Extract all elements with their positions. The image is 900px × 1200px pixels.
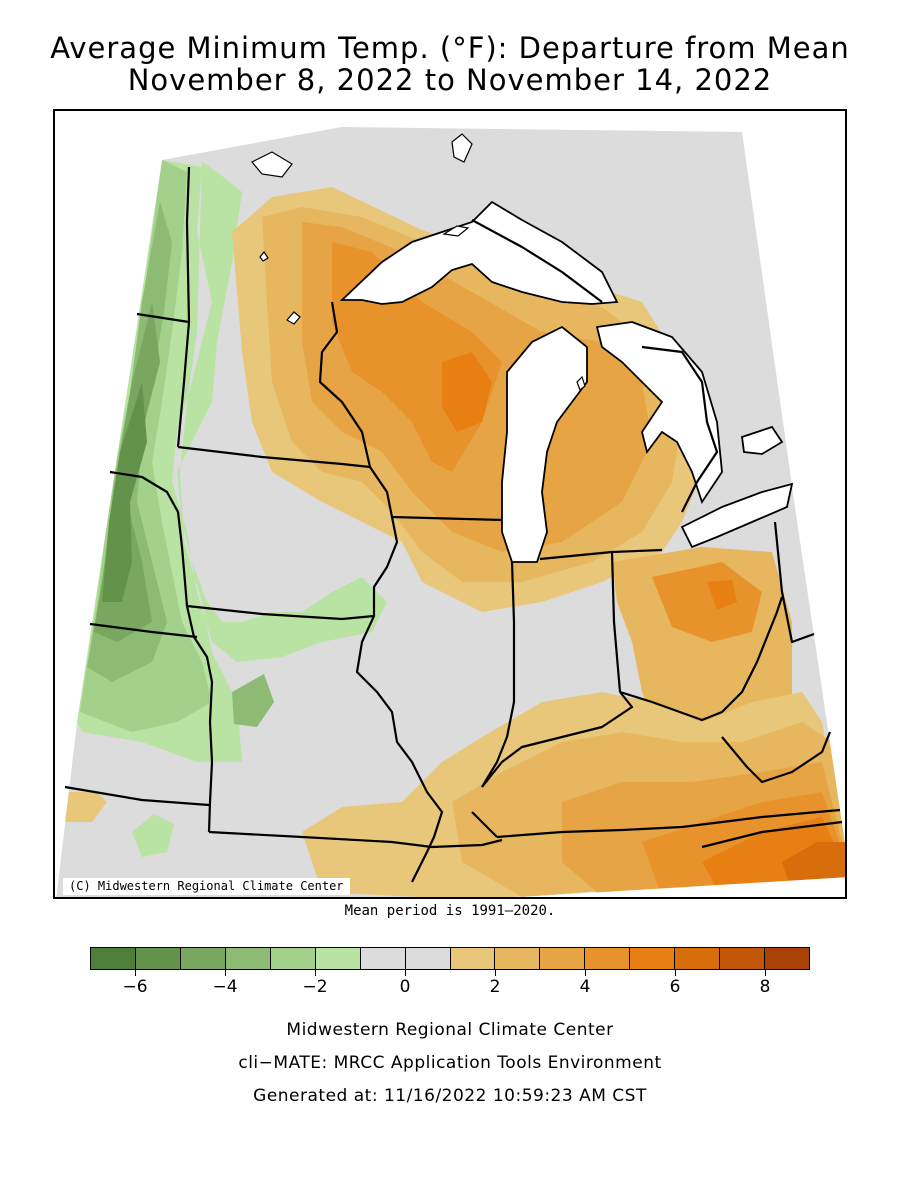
border-ks-mo: [207, 761, 214, 833]
border-mo-ar: [208, 830, 503, 849]
islands: [251, 133, 586, 391]
field-sw-ks: [62, 792, 107, 822]
field-green-5: [102, 382, 147, 602]
legend-swatch: [180, 948, 226, 969]
field-green-spot-ks: [132, 814, 174, 857]
border-oh-pa: [773, 521, 815, 644]
legend-tick-label: 8: [759, 977, 771, 997]
legend-tick: [225, 970, 226, 976]
border-mn-ia: [177, 445, 371, 469]
legend-tick: [315, 970, 316, 976]
border-ia-mo: [186, 604, 375, 621]
field-orange-oh-2: [652, 562, 762, 642]
border-ky-wv-va: [721, 731, 832, 784]
legend-swatch: [225, 948, 271, 969]
legend-tick-label: −6: [122, 977, 148, 997]
island-ontario-2: [251, 151, 293, 178]
legend-swatch: [135, 948, 181, 969]
legend-tick-label: 2: [489, 977, 501, 997]
field-orange-oh-3: [707, 580, 737, 610]
field-orange-5: [442, 352, 492, 432]
lake-ontario: [741, 425, 784, 455]
legend-tick: [585, 970, 586, 976]
legend-tick: [675, 970, 676, 976]
island-mn-small: [259, 250, 269, 262]
border-in-mi: [539, 548, 663, 561]
border-ia-ne: [185, 605, 214, 763]
legend-swatch: [675, 948, 721, 969]
border-wi-il: [369, 466, 503, 522]
border-dakotas-mn: [176, 166, 191, 448]
legend-tick: [405, 970, 406, 976]
legend-swatch: [270, 948, 316, 969]
legend-tick-label: 6: [669, 977, 681, 997]
legend-tick-label: −4: [212, 977, 238, 997]
legend-tick: [495, 970, 496, 976]
border-mn-wi: [318, 301, 372, 468]
legend-tick-label: −2: [302, 977, 328, 997]
domain-masks: [55, 111, 845, 897]
border-tn-va: [701, 820, 843, 849]
legend-swatch: [91, 948, 136, 969]
border-oh-ky: [619, 596, 784, 722]
border-ia-il-river: [355, 516, 444, 883]
map-title: Average Minimum Temp. (°F): Departure fr…: [50, 31, 850, 65]
departure-map: [55, 111, 845, 897]
border-mo-ky: [471, 811, 498, 838]
legend-swatch: [450, 948, 496, 969]
mask-east: [742, 111, 845, 844]
island-mi-1: [576, 375, 586, 391]
color-legend: [90, 947, 810, 970]
isle-royale: [442, 225, 470, 237]
border-in-oh: [610, 551, 622, 693]
border-ks-ok: [64, 785, 210, 807]
legend-swatch: [585, 948, 631, 969]
border-ky-tn: [496, 808, 841, 839]
island-mn-lake: [286, 311, 301, 325]
legend-swatch: [720, 948, 766, 969]
field-green-spot-ia: [232, 674, 274, 727]
legend-swatch: [315, 948, 361, 969]
border-il-in: [481, 561, 516, 788]
footer-tool: cli−MATE: MRCC Application Tools Environ…: [238, 1053, 662, 1073]
border-sd-ne: [109, 470, 189, 607]
legend-tick-label: 4: [579, 977, 591, 997]
footer-generated: Generated at: 11/16/2022 10:59:23 AM CST: [253, 1086, 647, 1106]
legend-tick-label: 0: [399, 977, 411, 997]
legend-tick: [765, 970, 766, 976]
map-date-range: November 8, 2022 to November 14, 2022: [127, 63, 773, 97]
legend-swatch: [540, 948, 586, 969]
lake-erie: [680, 482, 794, 549]
footer-organization: Midwestern Regional Climate Center: [286, 1020, 614, 1040]
lake-michigan: [501, 325, 588, 563]
border-mi-up: [471, 219, 603, 303]
map-panel[interactable]: (C) Midwestern Regional Climate Center: [53, 109, 847, 899]
border-ne-ks: [89, 622, 198, 639]
legend-ticks: −6 −4 −2 0 2 4 6 8: [90, 970, 810, 1000]
border-mi-on: [641, 345, 719, 513]
legend-swatch: [405, 948, 451, 969]
border-nd-sd: [136, 312, 190, 324]
mask-west: [55, 111, 162, 897]
map-credit: (C) Midwestern Regional Climate Center: [63, 878, 350, 895]
mean-period-note: Mean period is 1991–2020.: [344, 903, 556, 919]
border-ky-in-river: [481, 691, 634, 788]
state-borders: [64, 166, 843, 883]
legend-swatch: [630, 948, 676, 969]
mask-south: [521, 877, 845, 897]
legend-swatch: [495, 948, 541, 969]
legend-swatch: [765, 948, 809, 969]
island-ontario-1: [451, 133, 473, 163]
legend-swatch: [360, 948, 406, 969]
legend-tick: [135, 970, 136, 976]
